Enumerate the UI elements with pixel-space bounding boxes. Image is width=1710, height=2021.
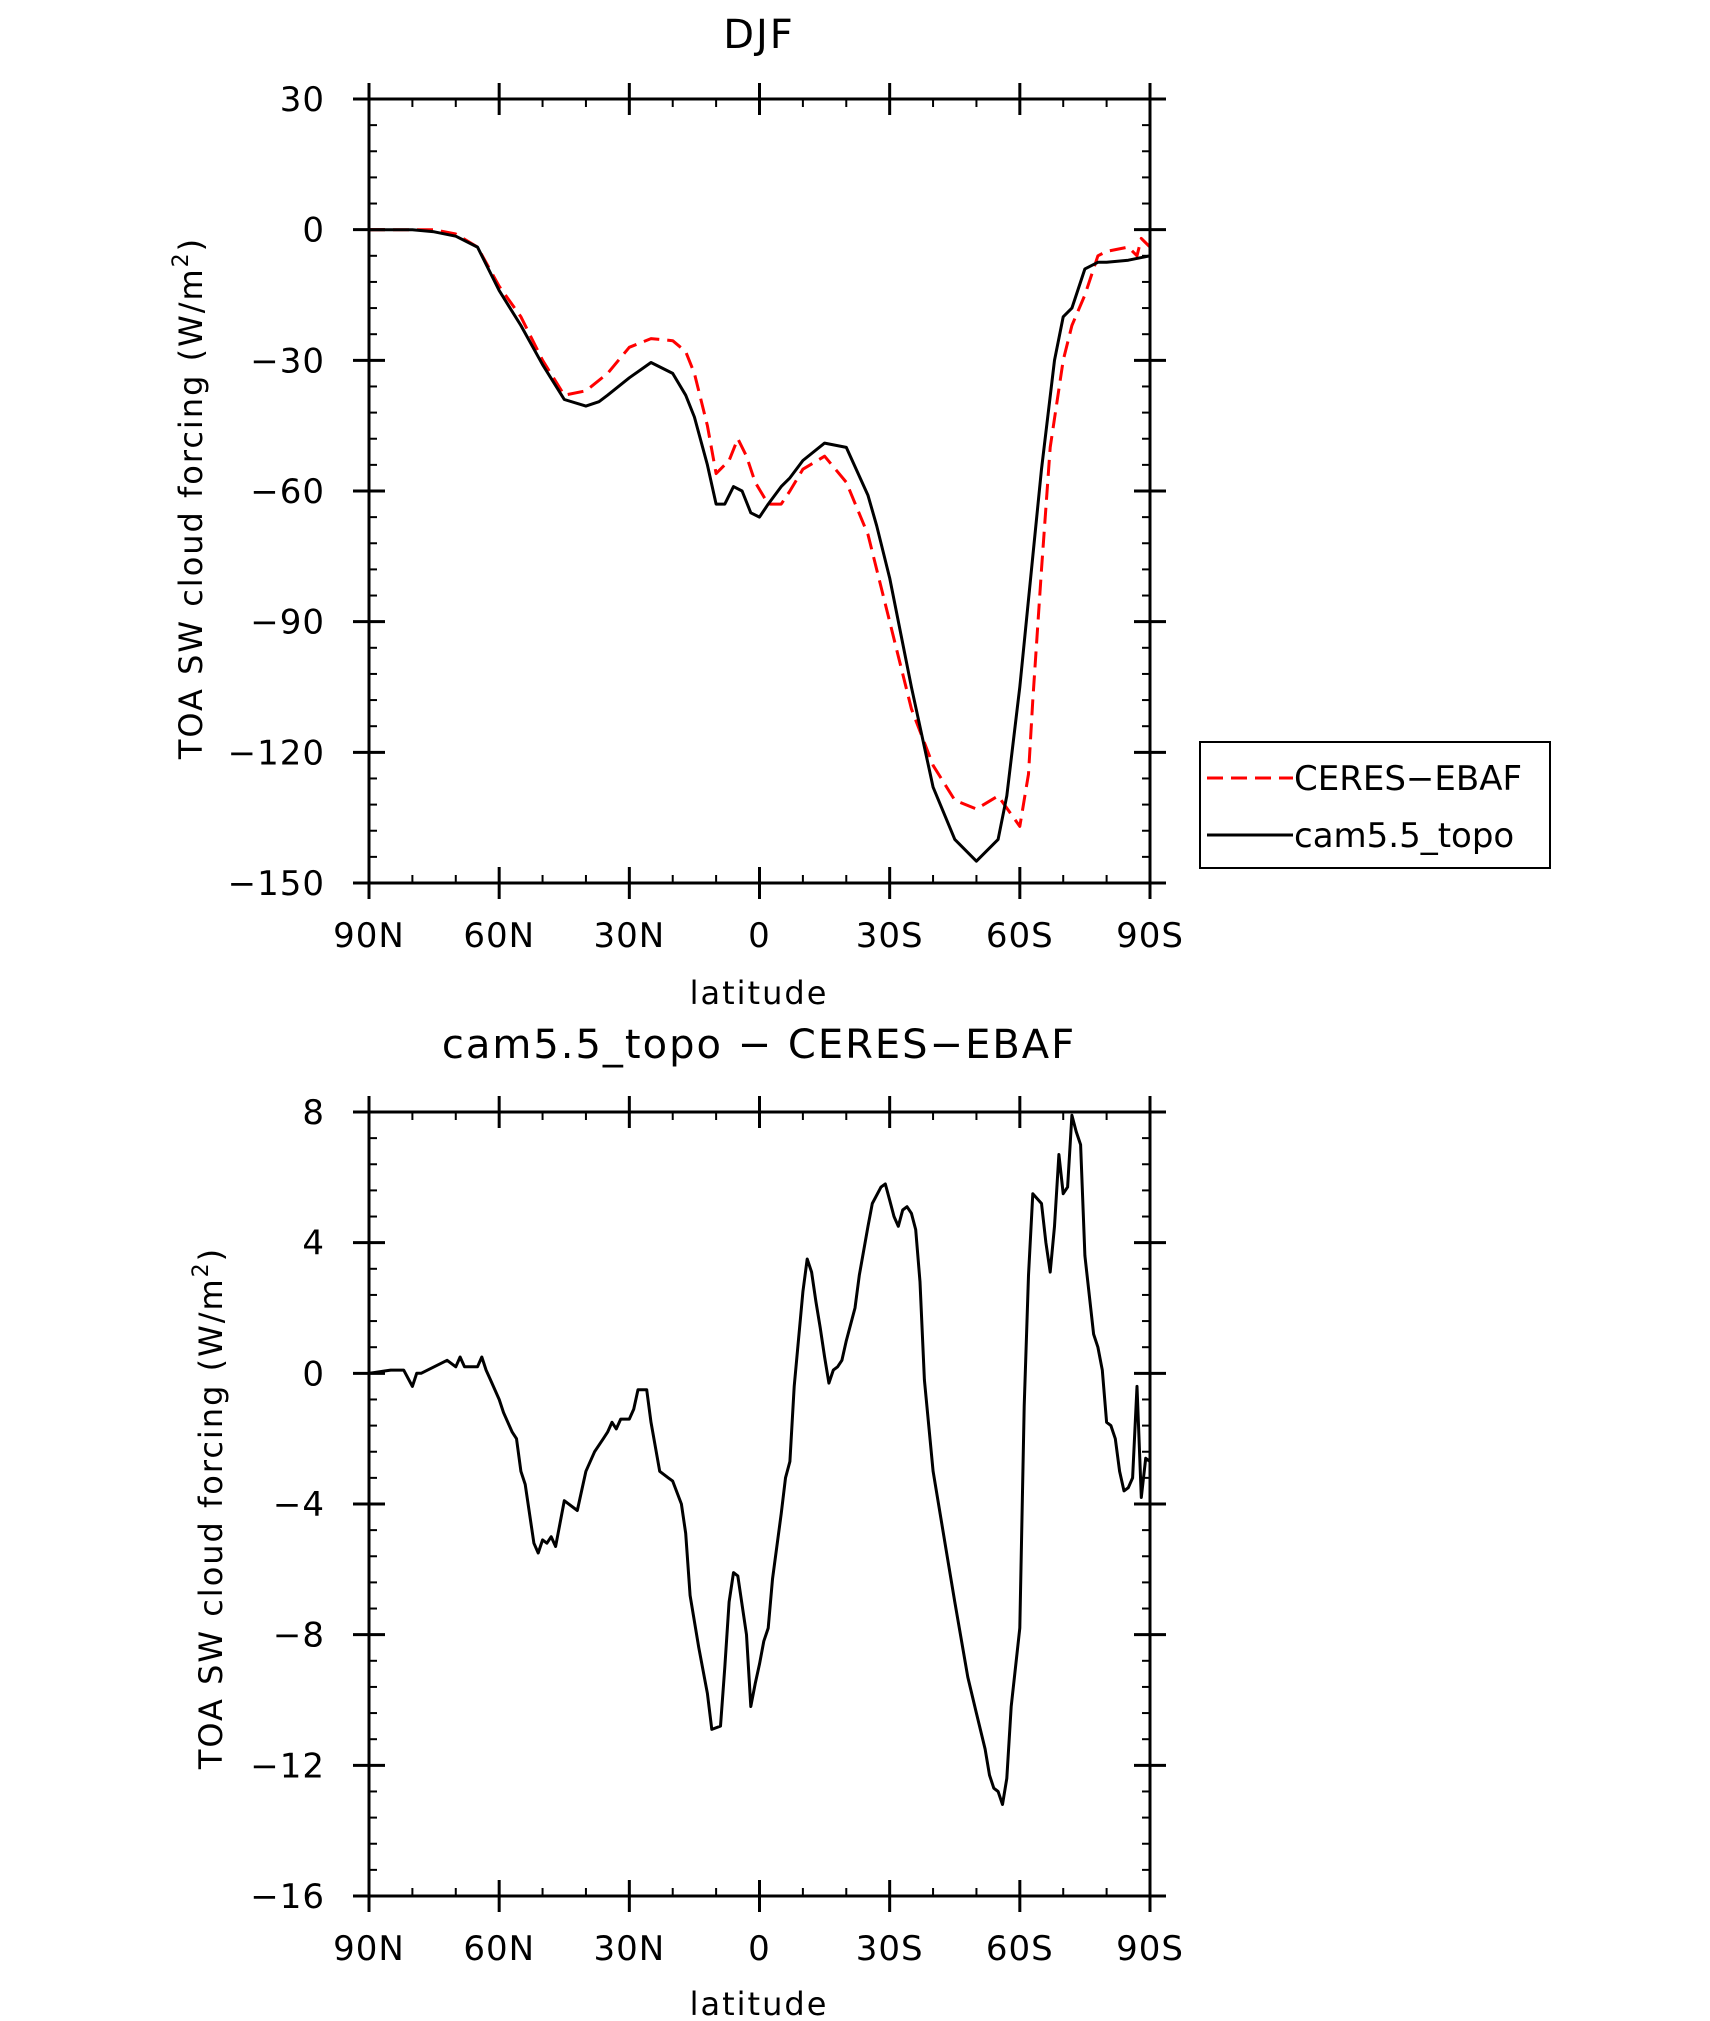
legend: CERES−EBAF cam5.5_topo bbox=[1200, 742, 1550, 868]
top-chart-ylabel: TOA SW cloud forcing (W/m2) bbox=[169, 237, 210, 760]
bottom-ytick-label: −8 bbox=[273, 1616, 325, 1656]
bottom-xtick-label: 30N bbox=[593, 1929, 665, 1969]
bottom-ytick-label: −16 bbox=[250, 1877, 325, 1917]
top-xtick-label: 30N bbox=[593, 916, 665, 956]
bottom-xtick-label: 60S bbox=[986, 1929, 1054, 1969]
bottom-chart-title: cam5.5_topo − CERES−EBAF bbox=[442, 1022, 1076, 1068]
top-chart-panel: DJF TOA SW cloud forcing (W/m2) latitude… bbox=[169, 12, 1550, 1012]
top-chart-xlabel: latitude bbox=[690, 974, 829, 1012]
legend-label-ceres: CERES−EBAF bbox=[1294, 759, 1522, 799]
top-ytick-label: −60 bbox=[250, 472, 325, 512]
top-xtick-label: 60N bbox=[463, 916, 535, 956]
figure: DJF TOA SW cloud forcing (W/m2) latitude… bbox=[0, 0, 1710, 2021]
top-xtick-label: 30S bbox=[856, 916, 924, 956]
top-xtick-label: 90N bbox=[333, 916, 405, 956]
top-chart-title: DJF bbox=[723, 12, 795, 58]
top-xtick-label: 90S bbox=[1116, 916, 1184, 956]
bottom-chart-xlabel: latitude bbox=[690, 1985, 829, 2021]
bottom-xtick-label: 90N bbox=[333, 1929, 405, 1969]
top-xtick-label: 60S bbox=[986, 916, 1054, 956]
bottom-chart-lines bbox=[369, 1115, 1150, 1804]
bottom-chart-panel: cam5.5_topo − CERES−EBAF TOA SW cloud fo… bbox=[189, 1022, 1184, 2021]
top-ytick-label: −90 bbox=[250, 603, 325, 643]
top-ytick-label: −120 bbox=[228, 733, 325, 773]
bottom-ytick-label: 0 bbox=[302, 1354, 325, 1394]
bottom-ytick-label: −12 bbox=[250, 1746, 325, 1786]
bottom-chart-frame bbox=[369, 1112, 1150, 1896]
bottom-chart-ylabel: TOA SW cloud forcing (W/m2) bbox=[189, 1247, 230, 1770]
top-ytick-label: −30 bbox=[250, 341, 325, 381]
bottom-xtick-label: 30S bbox=[856, 1929, 924, 1969]
top-ytick-label: −150 bbox=[228, 864, 325, 904]
bottom-xtick-label: 0 bbox=[748, 1929, 771, 1969]
top-xtick-label: 0 bbox=[748, 916, 771, 956]
bottom-xtick-label: 60N bbox=[463, 1929, 535, 1969]
bottom-ytick-label: 8 bbox=[302, 1093, 325, 1133]
legend-label-cam: cam5.5_topo bbox=[1294, 816, 1514, 856]
top-series-second-line bbox=[369, 230, 1150, 862]
bottom-series-first-line bbox=[369, 1115, 1150, 1804]
bottom-xtick-label: 90S bbox=[1116, 1929, 1184, 1969]
bottom-ytick-label: 4 bbox=[302, 1224, 325, 1264]
top-ytick-label: 0 bbox=[302, 211, 325, 251]
bottom-ytick-label: −4 bbox=[273, 1485, 325, 1525]
top-ytick-label: 30 bbox=[280, 80, 325, 120]
top-chart-lines bbox=[369, 230, 1150, 862]
top-series-first-line bbox=[369, 230, 1150, 827]
